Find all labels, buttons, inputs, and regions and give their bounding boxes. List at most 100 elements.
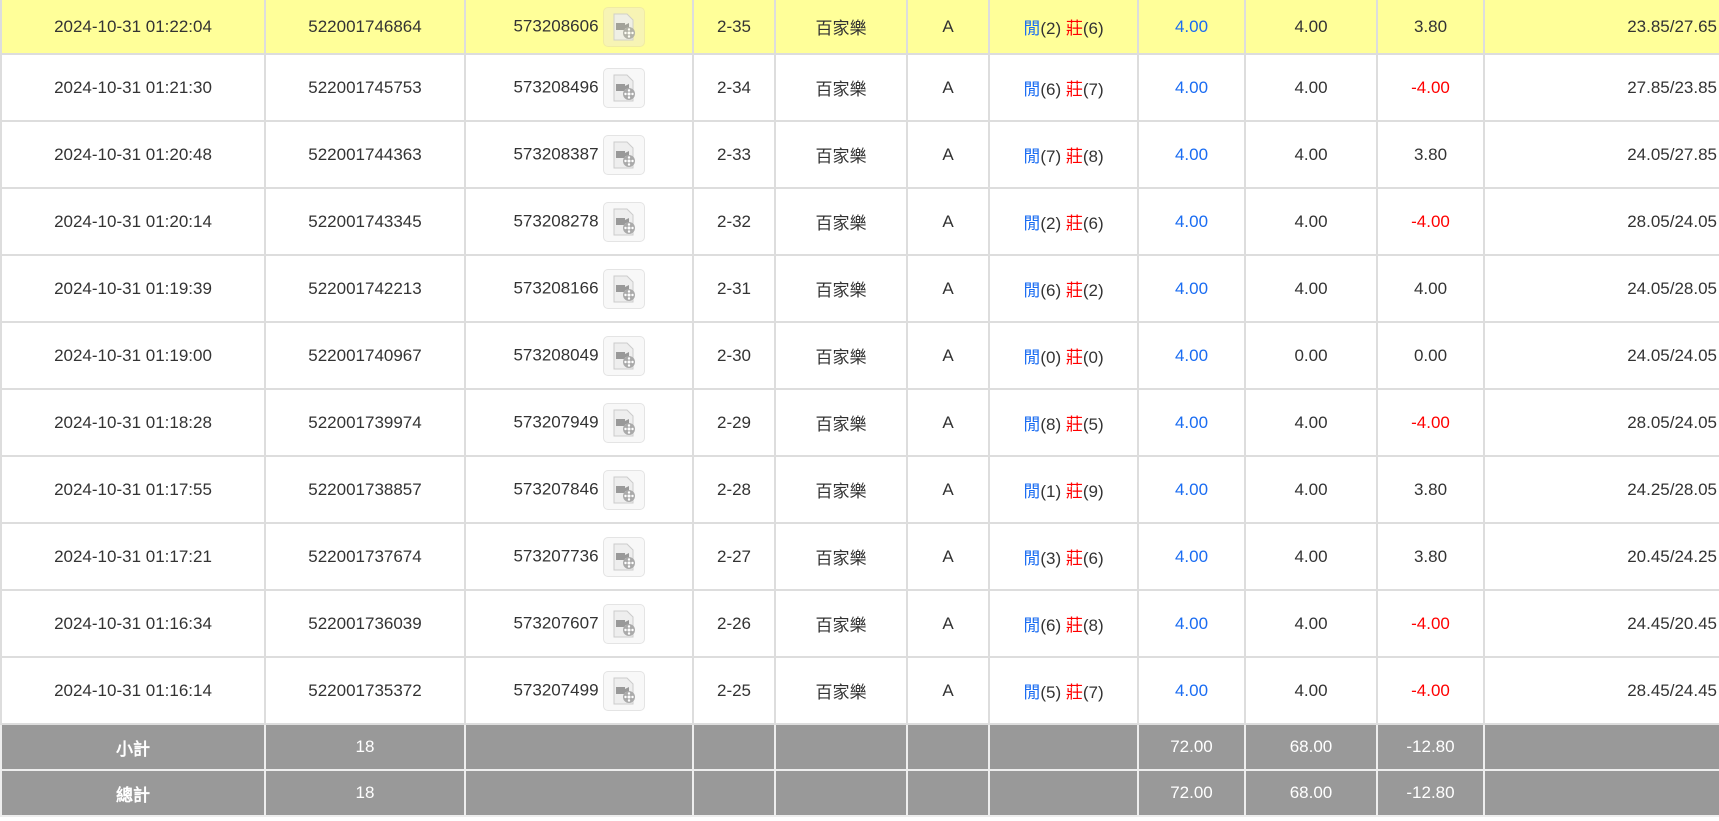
round-cell: 573208496 — [464, 53, 694, 122]
bet-time: 2024-10-31 01:19:00 — [0, 321, 266, 390]
bet-amount: 4.00 — [1137, 187, 1246, 256]
table-row: 2024-10-31 01:16:14 522001735372 5732074… — [0, 656, 1719, 725]
video-replay-icon[interactable] — [602, 402, 645, 443]
banker-score: (2) — [1082, 281, 1104, 300]
shoe: 2-25 — [692, 656, 776, 725]
subtotal-win: -12.80 — [1376, 723, 1485, 771]
bet-time: 2024-10-31 01:20:14 — [0, 187, 266, 256]
video-replay-icon[interactable] — [602, 6, 645, 47]
banker-label: 莊 — [1065, 80, 1083, 99]
bet-id: 522001737674 — [264, 522, 466, 591]
round-cell: 573207499 — [464, 656, 694, 725]
game-type: 百家樂 — [774, 388, 908, 457]
bet-amount: 4.00 — [1137, 254, 1246, 323]
table-id: A — [906, 589, 990, 658]
result: 閒(3) 莊(6) — [988, 522, 1139, 591]
banker-label: 莊 — [1065, 415, 1083, 434]
table-id: A — [906, 120, 990, 189]
table-row: 2024-10-31 01:17:21 522001737674 5732077… — [0, 522, 1719, 591]
round-cell: 573208049 — [464, 321, 694, 390]
player-label: 閒 — [1023, 348, 1041, 367]
player-label: 閒 — [1023, 549, 1041, 568]
bet-time: 2024-10-31 01:22:04 — [0, 0, 266, 55]
win-loss: -4.00 — [1376, 656, 1485, 725]
subtotal-valid: 68.00 — [1244, 723, 1378, 771]
bet-amount: 4.00 — [1137, 589, 1246, 658]
table-id: A — [906, 455, 990, 524]
balance: 24.25/28.05 — [1483, 455, 1719, 524]
round-id: 573208278 — [513, 210, 599, 230]
video-replay-icon[interactable] — [602, 670, 645, 711]
video-replay-icon[interactable] — [602, 603, 645, 644]
shoe: 2-26 — [692, 589, 776, 658]
round-cell: 573207736 — [464, 522, 694, 591]
bet-id: 522001743345 — [264, 187, 466, 256]
game-type: 百家樂 — [774, 53, 908, 122]
video-replay-icon[interactable] — [602, 268, 645, 309]
result: 閒(2) 莊(6) — [988, 187, 1139, 256]
table-row: 2024-10-31 01:20:48 522001744363 5732083… — [0, 120, 1719, 189]
result: 閒(6) 莊(2) — [988, 254, 1139, 323]
subtotal-row: 小計 18 72.00 68.00 -12.80 — [0, 723, 1719, 771]
banker-label: 莊 — [1065, 19, 1083, 38]
player-label: 閒 — [1023, 616, 1041, 635]
player-score: (5) — [1040, 683, 1062, 702]
shoe: 2-33 — [692, 120, 776, 189]
valid-bet: 4.00 — [1244, 656, 1378, 725]
banker-label: 莊 — [1065, 348, 1083, 367]
round-cell: 573208278 — [464, 187, 694, 256]
game-type: 百家樂 — [774, 254, 908, 323]
video-replay-icon[interactable] — [602, 67, 645, 108]
shoe: 2-28 — [692, 455, 776, 524]
round-id: 573207607 — [513, 612, 599, 632]
banker-score: (5) — [1082, 415, 1104, 434]
round-id: 573207499 — [513, 679, 599, 699]
win-loss: 3.80 — [1376, 120, 1485, 189]
banker-label: 莊 — [1065, 683, 1083, 702]
result: 閒(1) 莊(9) — [988, 455, 1139, 524]
win-loss: 0.00 — [1376, 321, 1485, 390]
table-row: 2024-10-31 01:20:14 522001743345 5732082… — [0, 187, 1719, 256]
player-label: 閒 — [1023, 482, 1041, 501]
game-type: 百家樂 — [774, 120, 908, 189]
player-score: (6) — [1040, 616, 1062, 635]
shoe: 2-32 — [692, 187, 776, 256]
balance: 28.45/24.45 — [1483, 656, 1719, 725]
subtotal-count: 18 — [264, 723, 466, 771]
bet-amount: 4.00 — [1137, 120, 1246, 189]
bet-time: 2024-10-31 01:17:21 — [0, 522, 266, 591]
video-replay-icon[interactable] — [602, 201, 645, 242]
bet-amount: 4.00 — [1137, 388, 1246, 457]
valid-bet: 4.00 — [1244, 522, 1378, 591]
table-row: 2024-10-31 01:16:34 522001736039 5732076… — [0, 589, 1719, 658]
valid-bet: 4.00 — [1244, 53, 1378, 122]
round-cell: 573208166 — [464, 254, 694, 323]
valid-bet: 4.00 — [1244, 254, 1378, 323]
table-row: 2024-10-31 01:19:39 522001742213 5732081… — [0, 254, 1719, 323]
valid-bet: 0.00 — [1244, 321, 1378, 390]
table-id: A — [906, 53, 990, 122]
video-replay-icon[interactable] — [602, 134, 645, 175]
bet-time: 2024-10-31 01:18:28 — [0, 388, 266, 457]
table-id: A — [906, 522, 990, 591]
banker-score: (6) — [1082, 549, 1104, 568]
video-replay-icon[interactable] — [602, 335, 645, 376]
bet-id: 522001735372 — [264, 656, 466, 725]
bet-id: 522001744363 — [264, 120, 466, 189]
win-loss: -4.00 — [1376, 589, 1485, 658]
round-id: 573208166 — [513, 277, 599, 297]
result: 閒(2) 莊(6) — [988, 0, 1139, 55]
valid-bet: 4.00 — [1244, 589, 1378, 658]
shoe: 2-35 — [692, 0, 776, 55]
banker-score: (0) — [1082, 348, 1104, 367]
bet-id: 522001745753 — [264, 53, 466, 122]
round-id: 573208496 — [513, 76, 599, 96]
table-id: A — [906, 388, 990, 457]
player-score: (6) — [1040, 281, 1062, 300]
video-replay-icon[interactable] — [602, 469, 645, 510]
win-loss: -4.00 — [1376, 53, 1485, 122]
game-type: 百家樂 — [774, 321, 908, 390]
round-cell: 573207949 — [464, 388, 694, 457]
valid-bet: 4.00 — [1244, 455, 1378, 524]
video-replay-icon[interactable] — [602, 536, 645, 577]
